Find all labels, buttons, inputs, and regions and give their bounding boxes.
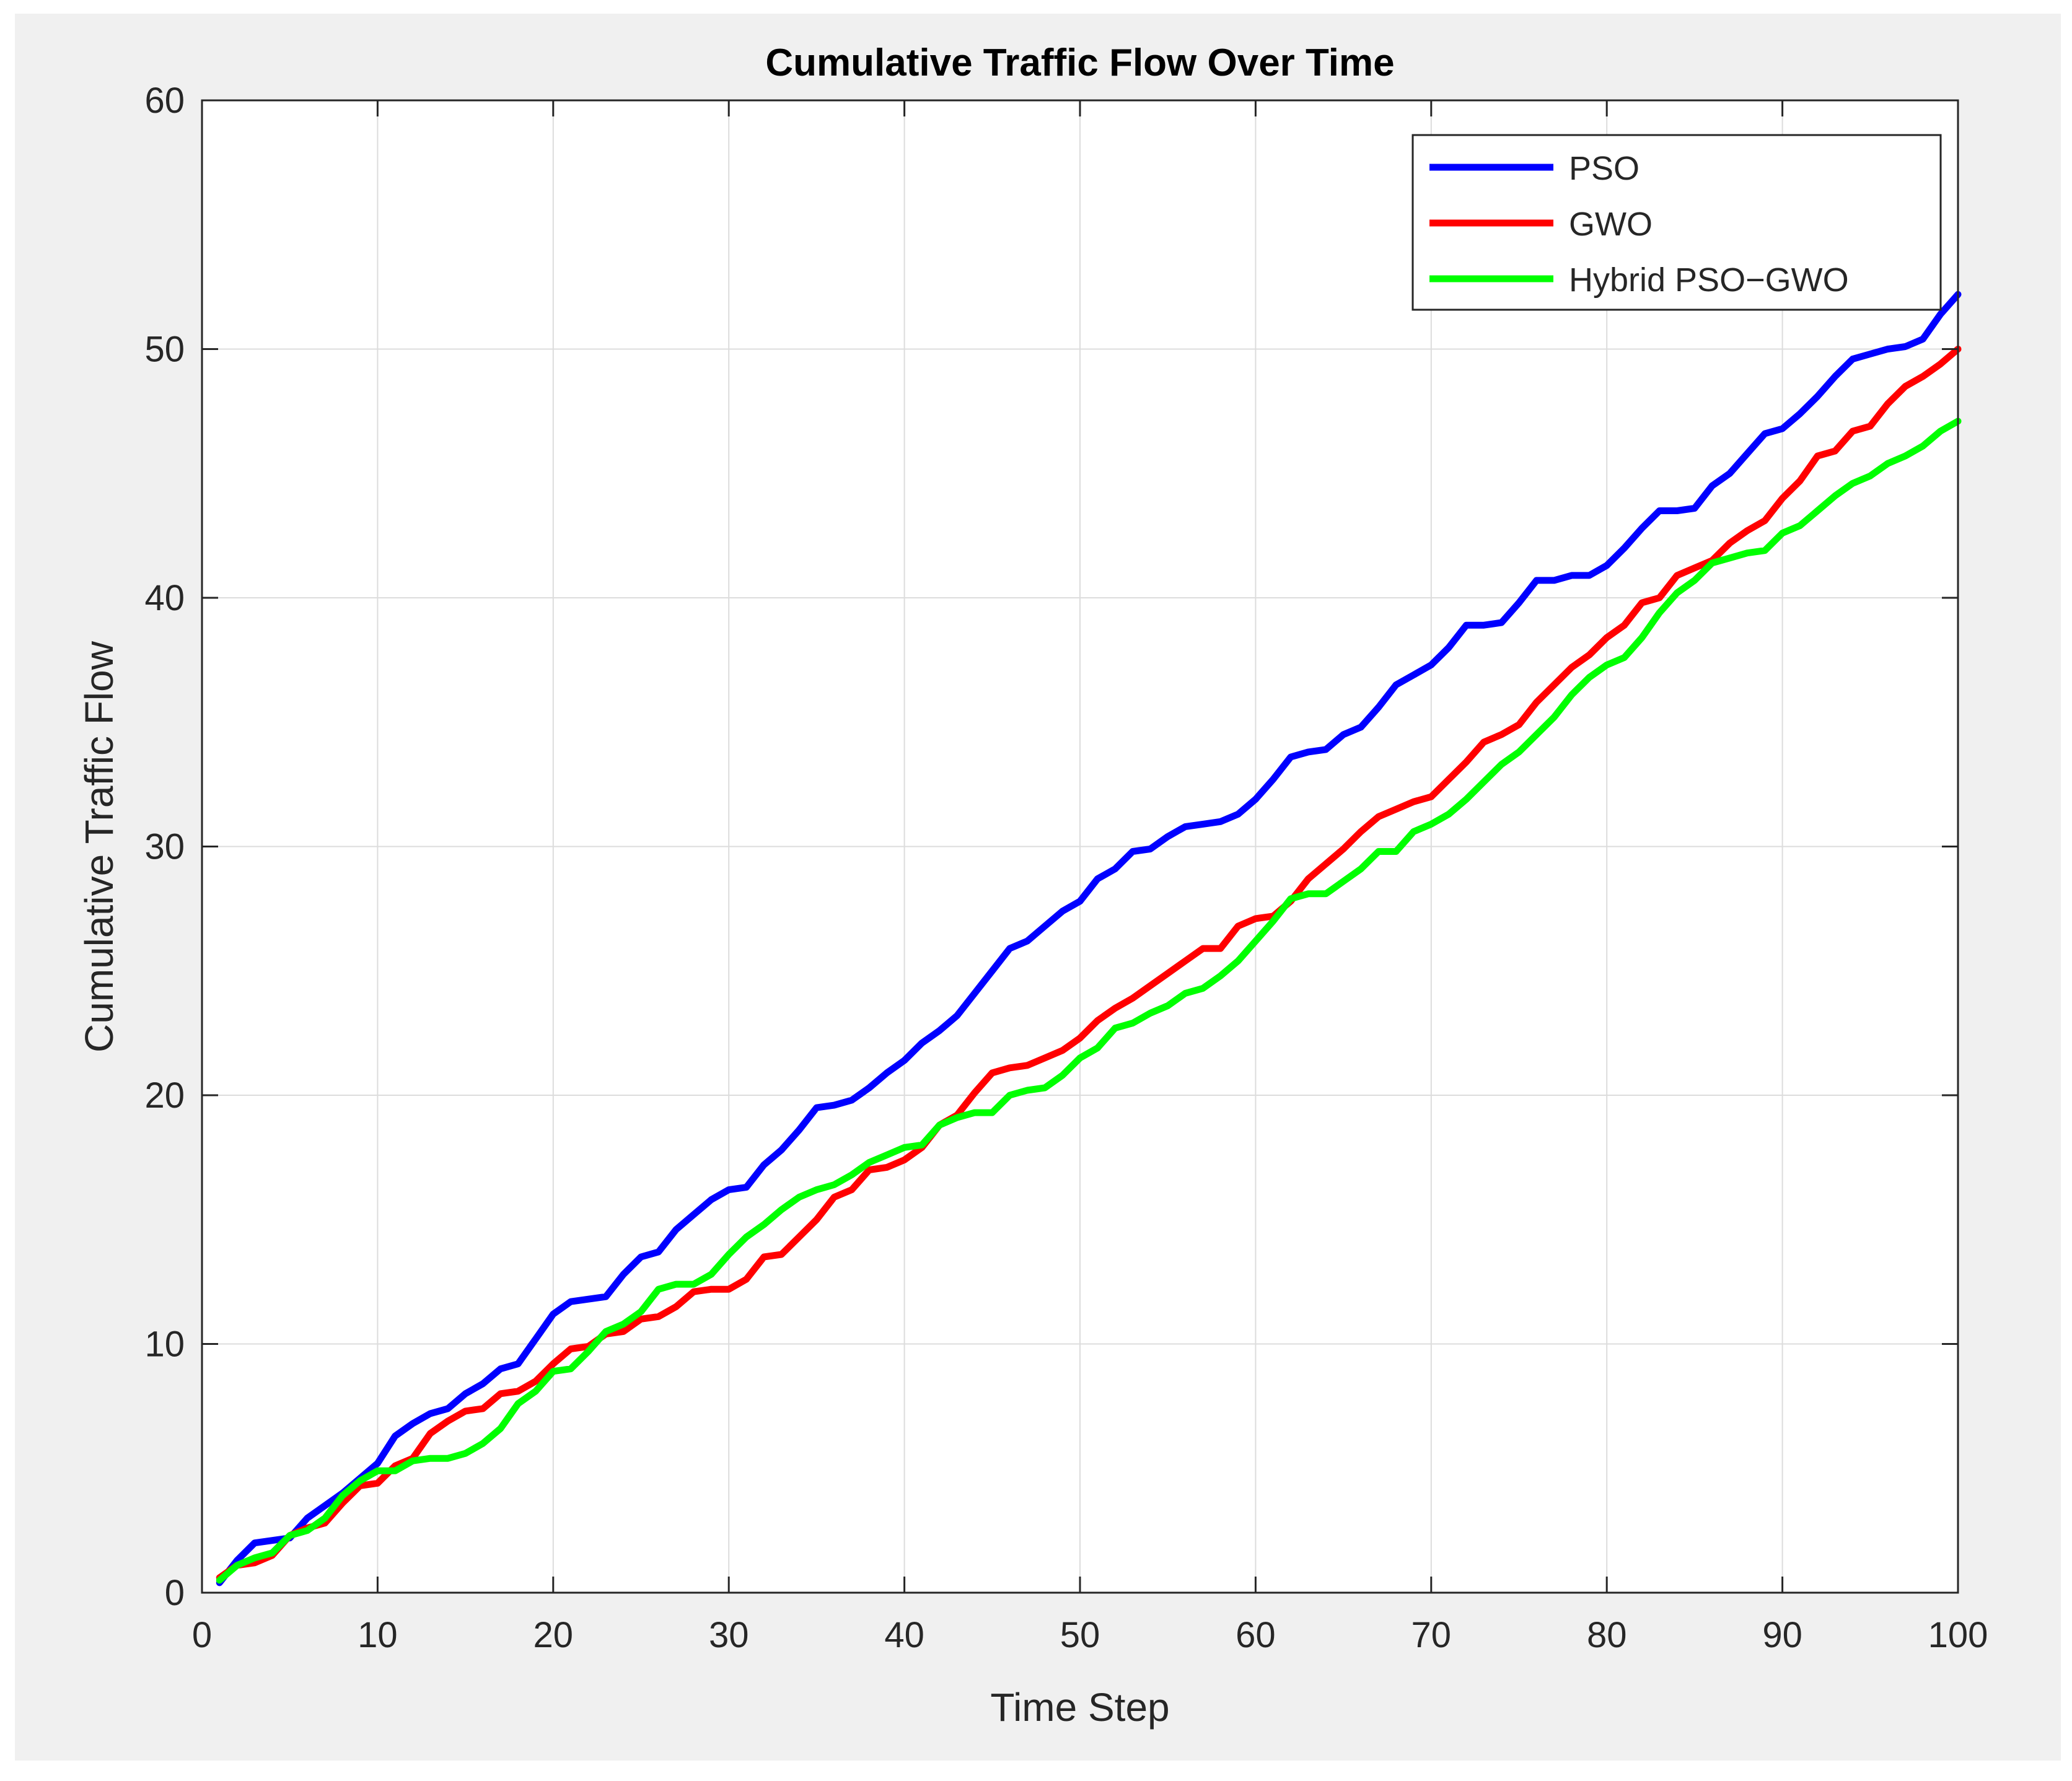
ticks: 0 10 20 30 40 50 60 70 80 90 100 0 10 20 30 40 50 60: [144, 81, 1988, 1655]
chart-title: Cumulative Traffic Flow Over Time: [765, 42, 1394, 84]
legend[interactable]: PSO GWO Hybrid PSO−GWO: [1411, 134, 1942, 311]
legend-label-pso: PSO: [1569, 150, 1640, 187]
series-line-hybrid: [216, 418, 1962, 1584]
series-line-pso: [216, 291, 1962, 1586]
x-tick-label: 70: [1411, 1615, 1452, 1655]
x-tick-label: 30: [709, 1615, 749, 1655]
y-tick-label: 10: [144, 1324, 185, 1365]
x-tick-label: 20: [533, 1615, 574, 1655]
series-line-gwo: [216, 346, 1962, 1582]
y-tick-label: 20: [144, 1075, 185, 1116]
y-tick-label: 30: [144, 827, 185, 867]
y-axis-label: Cumulative Traffic Flow: [77, 641, 121, 1052]
legend-label-gwo: GWO: [1569, 206, 1653, 243]
y-tick-label: 60: [144, 81, 185, 121]
x-tick-label: 90: [1762, 1615, 1802, 1655]
y-tick-label: 40: [144, 578, 185, 618]
x-tick-label: 80: [1587, 1615, 1627, 1655]
x-axis-label: Time Step: [990, 1685, 1169, 1730]
x-tick-label: 60: [1236, 1615, 1276, 1655]
legend-label-hybrid: Hybrid PSO−GWO: [1569, 261, 1849, 299]
figure-window: 0 10 20 30 40 50 60 70 80 90 100 0 10 20 30 40 50 60 Cumu…: [15, 14, 2061, 1761]
x-tick-label: 50: [1060, 1615, 1100, 1655]
x-tick-label: 0: [192, 1615, 212, 1655]
y-tick-label: 50: [144, 330, 185, 370]
x-tick-label: 10: [358, 1615, 398, 1655]
x-tick-label: 100: [1928, 1615, 1988, 1655]
chart-canvas: 0 10 20 30 40 50 60 70 80 90 100 0 10 20 30 40 50 60 Cumu…: [77, 42, 1988, 1730]
series-layer: [216, 291, 1962, 1586]
x-tick-label: 40: [884, 1615, 924, 1655]
y-tick-label: 0: [165, 1573, 185, 1613]
